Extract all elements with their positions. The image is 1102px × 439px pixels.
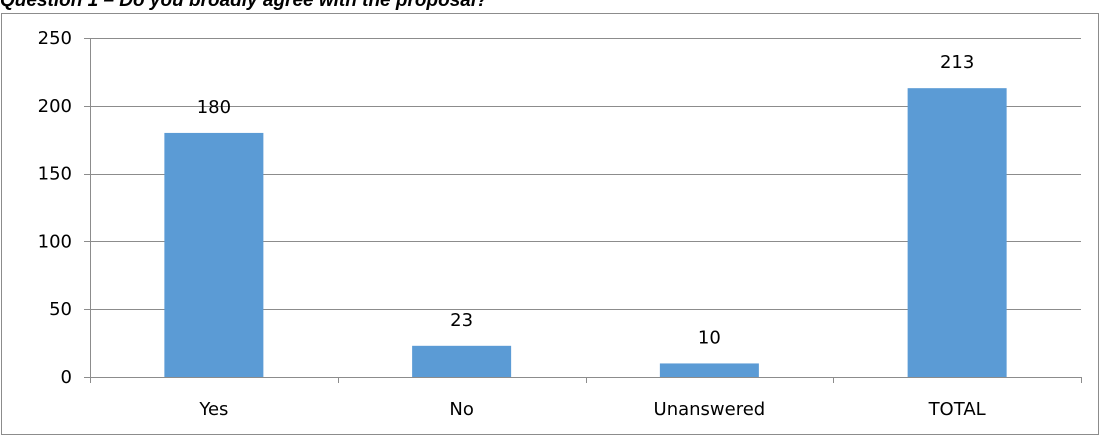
y-tick-labels: 0 50 100 150 200 250 [38,28,72,388]
bar-no [412,345,512,377]
y-tick-label: 250 [38,28,72,49]
x-tick-label: Yes [198,399,228,420]
bar-yes [164,132,264,377]
y-tick-label: 100 [38,231,72,252]
chart-heading: Question 1 – Do you broadly agree with t… [0,0,488,11]
data-label: 213 [940,52,974,73]
axes [84,38,1082,383]
bars [164,88,1007,377]
data-label: 180 [197,97,231,118]
x-tick-label: No [449,399,473,420]
y-tick-label: 150 [38,164,72,185]
data-label: 23 [450,310,473,331]
x-tick-label: Unanswered [654,399,766,420]
data-label: 10 [698,327,721,348]
bar-total [907,88,1007,377]
x-tick-labels: Yes No Unanswered TOTAL [198,399,985,420]
bar-unanswered [659,363,759,377]
y-tick-label: 200 [38,96,72,117]
x-tick-label: TOTAL [928,399,986,420]
y-tick-label: 0 [61,367,72,388]
y-tick-label: 50 [49,299,72,320]
data-labels: 180 23 10 213 [197,52,975,348]
